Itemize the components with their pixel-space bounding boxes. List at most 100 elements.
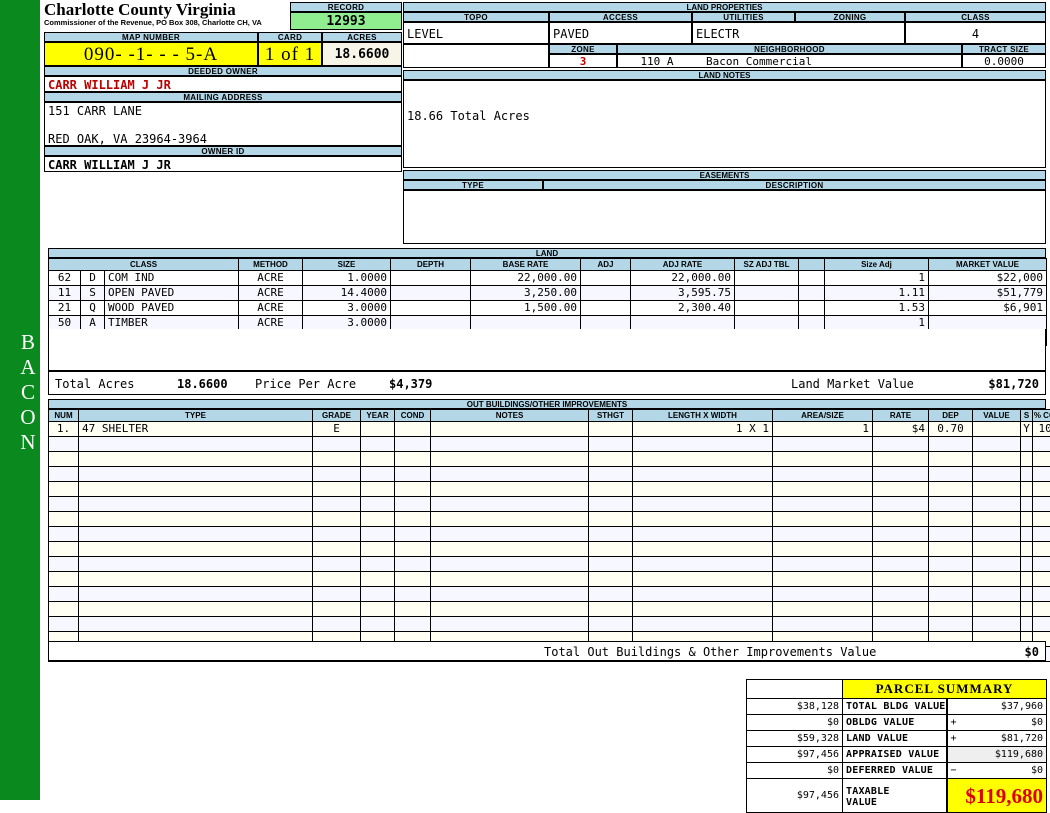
ob-col-dep: DEP [929, 410, 973, 422]
ob-cell-grade [313, 617, 361, 632]
ob-cell-pct_comp [1033, 527, 1050, 542]
land-col-market-value: MARKET VALUE [929, 259, 1047, 271]
ob-cell-year [361, 482, 395, 497]
ob-cell-notes [431, 602, 589, 617]
ob-cell-value [973, 497, 1021, 512]
ob-cell-rate [873, 452, 929, 467]
total-acres-label: Total Acres [55, 372, 134, 395]
ob-cell-area_size [773, 482, 873, 497]
ob-cell-grade [313, 467, 361, 482]
ob-cell-num [49, 542, 79, 557]
ob-cell-year [361, 557, 395, 572]
land-cell-method: ACRE [239, 286, 303, 301]
land-cell-code: 11 [49, 286, 81, 301]
ob-cell-value [973, 422, 1021, 437]
summary-operator: + [951, 715, 957, 730]
land-cell-sz_adj_tbl [735, 271, 799, 286]
ob-cell-length_width [633, 617, 773, 632]
ob-cell-dep [929, 452, 973, 467]
summary-prior-value: $0 [747, 715, 843, 731]
price-per-acre-label: Price Per Acre [255, 372, 356, 395]
ob-cell-dep [929, 602, 973, 617]
neighborhood-code: 110 A [618, 55, 696, 68]
land-cell-size: 3.0000 [303, 301, 391, 316]
ob-cell-rate [873, 467, 929, 482]
ob-cell-rate [873, 572, 929, 587]
ob-cell-type [79, 497, 313, 512]
ob-cell-s [1021, 527, 1033, 542]
ob-cell-cond [395, 422, 431, 437]
ob-cell-area_size [773, 512, 873, 527]
land-section-label: LAND [48, 248, 1046, 258]
ob-cell-grade [313, 512, 361, 527]
taxable-value-label: TAXABLE VALUE [843, 779, 947, 813]
summary-label: TOTAL BLDG VALUE [843, 699, 947, 715]
ob-cell-value [973, 482, 1021, 497]
ob-cell-notes [431, 557, 589, 572]
ob-cell-pct_comp [1033, 572, 1050, 587]
ob-cell-num [49, 482, 79, 497]
land-properties-section-label: LAND PROPERTIES [403, 2, 1046, 12]
land-col-adj: ADJ [581, 259, 631, 271]
ob-cell-sthgt [589, 422, 633, 437]
outbuilding-row [49, 497, 1050, 512]
utilities-value: ELECTR [692, 22, 905, 44]
ob-cell-pct_comp [1033, 482, 1050, 497]
ob-cell-year [361, 587, 395, 602]
ob-cell-area_size [773, 587, 873, 602]
ob-cell-notes [431, 512, 589, 527]
land-cell-blank [799, 286, 825, 301]
land-notes-body: 18.66 Total Acres [403, 80, 1046, 168]
land-col-sz-adj-tbl: SZ ADJ TBL [735, 259, 799, 271]
land-cell-adj [581, 301, 631, 316]
ob-cell-area_size [773, 602, 873, 617]
ob-cell-rate [873, 512, 929, 527]
ob-cell-length_width [633, 557, 773, 572]
ob-cell-pct_comp: 100% [1033, 422, 1050, 437]
ob-cell-pct_comp [1033, 557, 1050, 572]
land-cell-size: 14.4000 [303, 286, 391, 301]
price-per-acre-value: $4,379 [389, 372, 432, 395]
zone-label: ZONE [549, 44, 617, 54]
outbuilding-row [49, 437, 1050, 452]
land-market-value-label: Land Market Value [791, 372, 914, 395]
ob-col-area-size: AREA/SIZE [773, 410, 873, 422]
ob-cell-grade [313, 572, 361, 587]
topo-value: LEVEL [403, 22, 549, 44]
ob-cell-year [361, 437, 395, 452]
tract-size-label: TRACT SIZE [962, 44, 1046, 54]
ob-cell-value [973, 437, 1021, 452]
summary-operator: − [951, 763, 957, 778]
ob-cell-dep [929, 497, 973, 512]
ob-cell-cond [395, 587, 431, 602]
outbuilding-row [49, 602, 1050, 617]
ob-cell-grade [313, 602, 361, 617]
ob-col-num: NUM [49, 410, 79, 422]
land-cell-adj_rate: 2,300.40 [631, 301, 735, 316]
land-col-adj-rate: ADJ RATE [631, 259, 735, 271]
ob-cell-length_width: 1 X 1 [633, 422, 773, 437]
ob-cell-pct_comp [1033, 542, 1050, 557]
ob-cell-s [1021, 497, 1033, 512]
ob-cell-s [1021, 482, 1033, 497]
ob-cell-type [79, 482, 313, 497]
ob-cell-rate [873, 617, 929, 632]
ob-cell-notes [431, 437, 589, 452]
ob-cell-dep [929, 542, 973, 557]
ob-cell-cond [395, 512, 431, 527]
ob-cell-s [1021, 512, 1033, 527]
ob-cell-sthgt [589, 617, 633, 632]
outbuilding-row [49, 482, 1050, 497]
owner-id-label: OWNER ID [44, 146, 402, 156]
ob-cell-num [49, 512, 79, 527]
ob-cell-notes [431, 527, 589, 542]
outbuilding-row [49, 557, 1050, 572]
ob-cell-length_width [633, 527, 773, 542]
ob-cell-type [79, 512, 313, 527]
card-label: CARD [258, 32, 322, 42]
land-totals-row: Total Acres 18.6600 Price Per Acre $4,37… [48, 371, 1046, 395]
